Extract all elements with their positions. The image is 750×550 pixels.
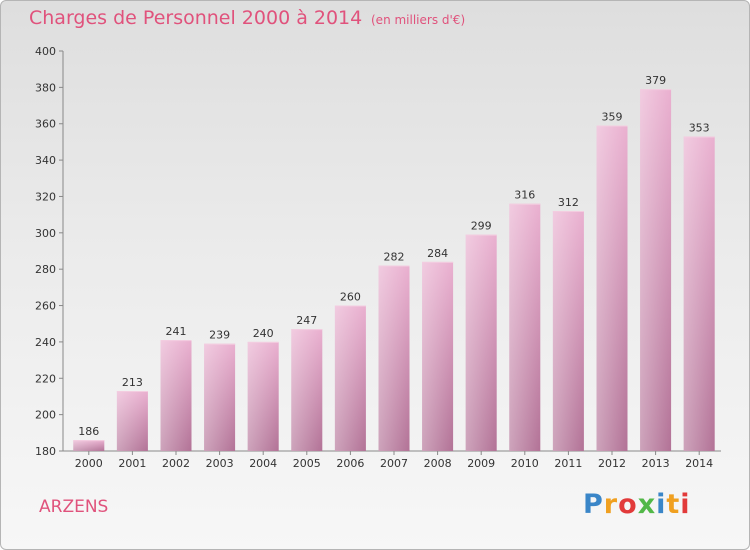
y-tick-label: 220 [35,372,56,385]
x-tick-label: 2002 [162,457,190,470]
bar-highlight [378,265,410,451]
chart-subtitle: (en milliers d'€) [371,13,466,27]
data-label: 282 [384,251,405,264]
logo-letter: r [603,489,619,520]
data-label: 312 [558,196,579,209]
y-tick-label: 320 [35,190,56,203]
data-label: 240 [253,327,274,340]
y-tick-label: 340 [35,154,56,167]
logo-letter: t [666,489,681,520]
x-tick-label: 2005 [293,457,321,470]
data-label: 247 [296,314,317,327]
data-label: 353 [689,121,710,134]
bar-highlight [160,340,192,451]
y-tick-label: 300 [35,227,56,240]
bar-highlight [509,203,541,451]
y-tick-label: 180 [35,445,56,458]
bar-highlight [334,305,366,451]
bar-highlight [465,234,497,451]
logo-letter: P [583,489,604,520]
data-label: 213 [122,376,143,389]
bar-highlight [640,89,672,451]
bar-highlight [73,440,105,451]
data-label: 299 [471,220,492,233]
y-tick-label: 360 [35,118,56,131]
y-tick-label: 400 [35,45,56,58]
y-tick-label: 200 [35,409,56,422]
bar-highlight [116,391,148,451]
x-tick-label: 2010 [511,457,539,470]
x-tick-label: 2011 [554,457,582,470]
logo-letter: x [637,489,657,520]
data-label: 186 [78,425,99,438]
x-tick-label: 2014 [685,457,713,470]
x-tick-label: 2000 [75,457,103,470]
y-tick-label: 280 [35,263,56,276]
data-label: 284 [427,247,448,260]
x-tick-label: 2013 [642,457,670,470]
x-tick-label: 2003 [206,457,234,470]
data-labels: 186 213 241 239 240 247 260 282 284 299 316 312 359 3… [78,74,709,438]
y-tick-label: 260 [35,300,56,313]
bars [73,89,715,452]
x-tick-label: 2001 [118,457,146,470]
y-tick-label: 380 [35,81,56,94]
bar-highlight [204,343,236,451]
data-label: 239 [209,329,230,342]
bar-highlight [596,125,628,451]
proxiti-logo: Proxiti [583,489,691,520]
logo-letter: i [656,489,667,520]
x-tick-label: 2006 [336,457,364,470]
bar-highlight [291,329,323,451]
chart-title: Charges de Personnel 2000 à 2014 [29,7,363,29]
commune-name: ARZENS [39,497,109,517]
x-tick-label: 2012 [598,457,626,470]
bar-highlight [422,261,454,451]
data-label: 316 [514,189,535,202]
data-label: 260 [340,291,361,304]
y-tick-label: 240 [35,336,56,349]
bar-highlight [247,341,279,451]
logo-letter: o [618,489,638,520]
data-label: 241 [166,325,187,338]
x-tick-label: 2004 [249,457,277,470]
bar-highlight [552,211,584,451]
data-label: 379 [645,74,666,87]
logo-letter: i [680,489,691,520]
x-tick-label: 2007 [380,457,408,470]
data-label: 359 [602,111,623,124]
x-tick-label: 2009 [467,457,495,470]
bar-highlight [683,136,715,452]
x-tick-label: 2008 [424,457,452,470]
